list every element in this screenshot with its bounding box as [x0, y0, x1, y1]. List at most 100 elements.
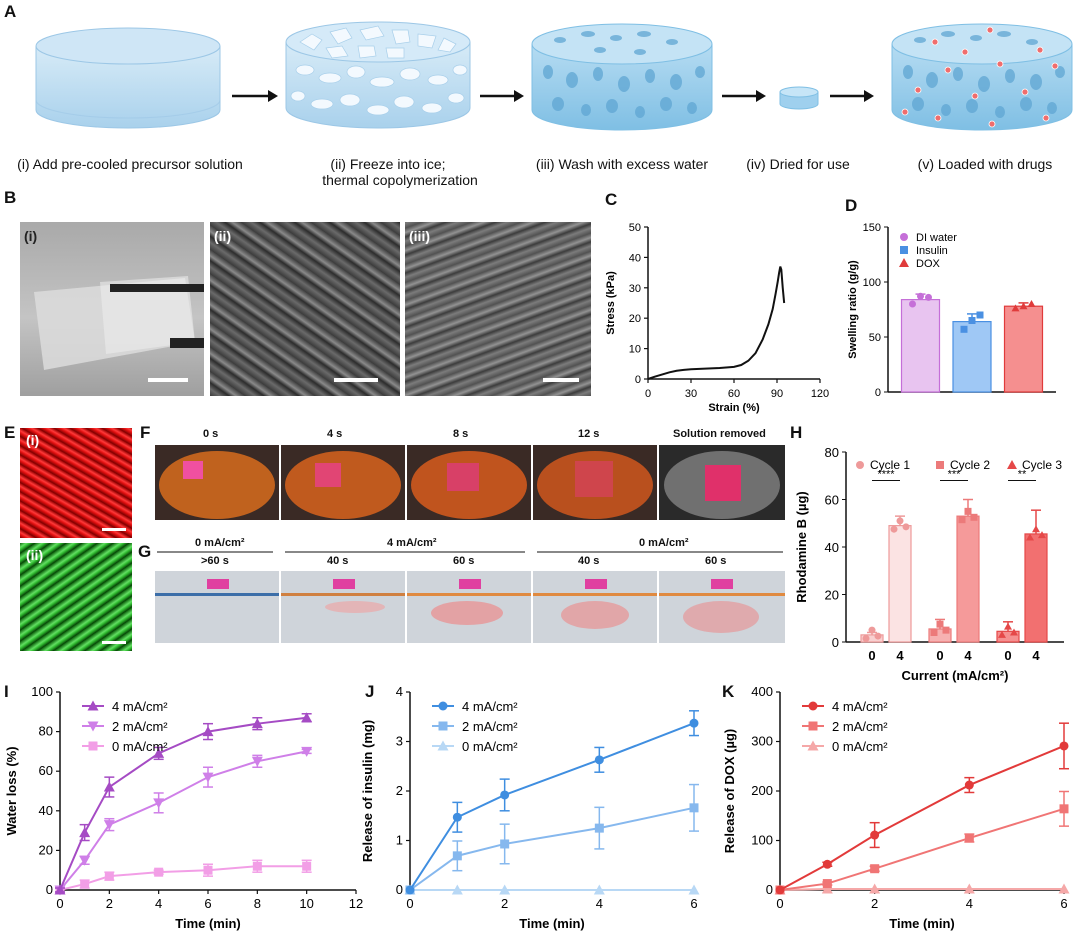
legend-label: 2 mA/cm²	[832, 719, 888, 734]
data-point	[302, 861, 312, 871]
panel-label-e: E	[4, 423, 16, 442]
x-axis-label: Strain (%)	[708, 402, 760, 414]
step-2-caption: (ii) Freeze into ice;	[330, 156, 446, 172]
x-tick-label: 2	[871, 896, 878, 911]
panel-label-d: D	[845, 196, 858, 215]
y-tick-label: 1	[396, 833, 403, 848]
data-point	[88, 741, 98, 751]
porous-scaffold	[531, 23, 713, 131]
data-point	[202, 726, 214, 737]
bar	[888, 525, 912, 643]
legend-marker	[856, 461, 864, 469]
arrow-icon	[722, 90, 766, 102]
photo-label-b-ii: (ii)	[214, 228, 232, 244]
y-tick-label: 40	[825, 540, 839, 555]
release-frame	[659, 571, 785, 643]
step-3-caption: (iii) Wash with excess water	[535, 156, 709, 172]
sem-image-iii	[405, 222, 591, 396]
x-tick-label: 0	[936, 648, 943, 663]
x-tick-label: 0	[868, 648, 875, 663]
data-point	[252, 861, 262, 871]
y-tick-label: 50	[629, 222, 641, 234]
release-frame	[533, 571, 657, 643]
y-tick-label: 0	[766, 882, 773, 897]
dried-disc	[779, 86, 819, 110]
data-point	[976, 311, 984, 319]
data-point	[909, 300, 916, 308]
x-tick-label: 60	[728, 388, 740, 400]
series-line	[59, 865, 307, 891]
data-point	[1058, 883, 1070, 894]
photo-label-e-i: (i)	[26, 432, 40, 448]
data-point	[902, 523, 910, 531]
y-tick-label: 80	[39, 724, 53, 739]
data-point	[821, 883, 833, 894]
petri-frame	[407, 445, 531, 520]
time-label: 8 s	[453, 428, 469, 440]
data-point	[202, 772, 214, 783]
x-tick-label: 4	[1032, 648, 1040, 663]
x-tick-label: 6	[1060, 896, 1067, 911]
arrow-icon	[232, 90, 278, 102]
photo-label-b-i: (i)	[24, 228, 38, 244]
data-point	[862, 634, 870, 642]
x-tick-label: 4	[596, 896, 603, 911]
step-5-caption: (v) Loaded with drugs	[917, 156, 1053, 172]
panel-label-f: F	[140, 423, 151, 442]
data-point	[500, 839, 510, 849]
y-tick-label: 0	[875, 387, 881, 399]
y-axis-label: Water loss (%)	[4, 746, 19, 835]
legend-label: 4 mA/cm²	[462, 699, 518, 714]
time-label: 0 s	[203, 428, 219, 440]
data-point	[960, 325, 968, 333]
y-tick-label: 2	[396, 783, 403, 798]
data-point	[593, 884, 605, 895]
data-point	[87, 700, 99, 711]
legend-label: Insulin	[916, 245, 948, 257]
panel-label-k: K	[722, 682, 735, 701]
data-point	[154, 867, 164, 877]
data-point	[437, 740, 449, 751]
panel-label-i: I	[4, 682, 9, 701]
data-point	[438, 721, 448, 731]
data-point	[964, 780, 974, 790]
y-tick-label: 0	[832, 635, 839, 650]
data-point	[451, 884, 463, 895]
data-point	[1059, 741, 1069, 751]
x-tick-label: 2	[106, 896, 113, 911]
legend-label: Cycle 2	[950, 458, 990, 472]
fabrication-schematic	[35, 21, 1073, 131]
data-point	[1027, 300, 1036, 307]
legend-label: DI water	[916, 232, 957, 244]
panel-label-j: J	[365, 682, 375, 701]
fluorescence-image-red	[20, 428, 132, 538]
step-2-caption-line2: thermal copolymerization	[322, 172, 478, 188]
current-group-label: 0 mA/cm²	[639, 537, 689, 549]
legend-label: 0 mA/cm²	[462, 739, 518, 754]
data-point	[968, 317, 976, 324]
drug-loaded-scaffold	[891, 23, 1073, 131]
step-4-caption: (iv) Dried for use	[746, 156, 850, 172]
legend-label: 4 mA/cm²	[112, 699, 168, 714]
data-point	[942, 626, 950, 634]
data-point	[301, 712, 313, 723]
bar	[956, 515, 980, 643]
data-point	[925, 293, 932, 301]
x-axis-label: Time (min)	[519, 916, 585, 931]
series-line	[409, 806, 695, 891]
y-tick-label: 20	[629, 313, 641, 325]
stress-strain-chart: 0 10 20 30 40 50 0 30 60 90 120 Strain (%) Stress (k…	[605, 222, 829, 414]
panel-label-g: G	[138, 542, 152, 561]
y-axis-label: Rhodamine B (µg)	[794, 491, 809, 602]
dox-release-chart: 0 100 200 300 400 0 2 4 6 Time (min) Release of DO…	[722, 684, 1070, 931]
x-tick-label: 30	[685, 388, 697, 400]
time-label: 40 s	[327, 555, 349, 567]
y-tick-label: 200	[751, 783, 773, 798]
data-point	[79, 855, 91, 866]
data-point	[822, 859, 832, 869]
y-tick-label: 0	[396, 882, 403, 897]
data-point	[251, 756, 263, 767]
petri-frame	[533, 445, 657, 520]
data-point	[452, 851, 462, 861]
